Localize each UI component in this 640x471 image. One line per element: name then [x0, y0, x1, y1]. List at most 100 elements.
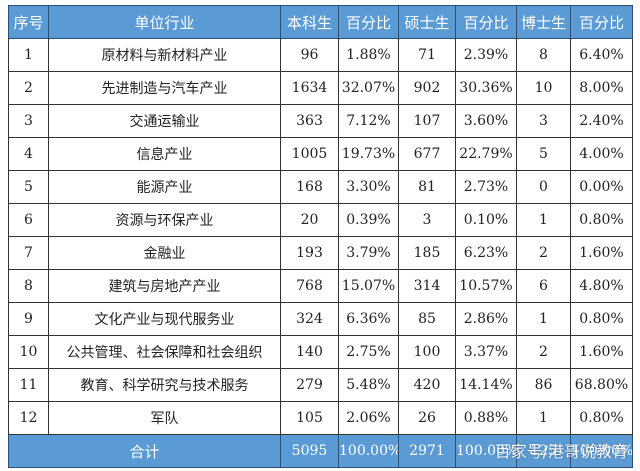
cell-doctor-pct: 2.40% [570, 104, 633, 138]
cell-doctor: 1 [516, 302, 571, 336]
header-no: 序号 [8, 5, 49, 39]
cell-bachelor: 168 [280, 170, 339, 204]
cell-industry: 原材料与新材料产业 [48, 38, 281, 72]
cell-bachelor: 140 [280, 335, 339, 369]
cell-master: 100 [398, 335, 456, 369]
cell-doctor-pct: 0.80% [570, 401, 633, 435]
header-industry: 单位行业 [48, 5, 281, 39]
cell-master-pct: 10.57% [455, 269, 517, 303]
cell-doctor: 8 [516, 38, 571, 72]
header-row: 序号 单位行业 本科生 百分比 硕士生 百分比 博士生 百分比 [8, 5, 633, 39]
cell-bachelor-pct: 7.12% [338, 104, 399, 138]
cell-industry: 教育、科学研究与技术服务 [48, 368, 281, 402]
cell-doctor-pct: 0.80% [570, 203, 633, 237]
cell-master: 314 [398, 269, 456, 303]
cell-master-pct: 3.60% [455, 104, 517, 138]
table-row: 7 金融业 193 3.79% 185 6.23% 2 1.60% [8, 236, 633, 270]
table-row: 1 原材料与新材料产业 96 1.88% 71 2.39% 8 6.40% [8, 38, 633, 72]
cell-doctor-pct: 68.80% [570, 368, 633, 402]
cell-bachelor-pct: 19.73% [338, 137, 399, 171]
cell-doctor: 2 [516, 236, 571, 270]
cell-industry: 能源产业 [48, 170, 281, 204]
cell-bachelor: 324 [280, 302, 339, 336]
cell-bachelor-pct: 3.30% [338, 170, 399, 204]
cell-doctor-pct: 1.60% [570, 335, 633, 369]
cell-no: 3 [8, 104, 49, 138]
table-row: 9 文化产业与现代服务业 324 6.36% 85 2.86% 1 0.80% [8, 302, 633, 336]
cell-bachelor: 105 [280, 401, 339, 435]
cell-bachelor-pct: 32.07% [338, 71, 399, 105]
cell-bachelor: 1005 [280, 137, 339, 171]
table-row: 3 交通运输业 363 7.12% 107 3.60% 3 2.40% [8, 104, 633, 138]
cell-industry: 交通运输业 [48, 104, 281, 138]
cell-no: 6 [8, 203, 49, 237]
cell-no: 4 [8, 137, 49, 171]
cell-bachelor-pct: 5.48% [338, 368, 399, 402]
cell-bachelor-pct: 3.79% [338, 236, 399, 270]
cell-doctor: 0 [516, 170, 571, 204]
cell-no: 5 [8, 170, 49, 204]
cell-industry: 信息产业 [48, 137, 281, 171]
cell-doctor: 2 [516, 335, 571, 369]
total-doctor-pct: 100.00% [570, 434, 633, 468]
header-master: 硕士生 [398, 5, 456, 39]
cell-master-pct: 2.86% [455, 302, 517, 336]
table-row: 8 建筑与房地产产业 768 15.07% 314 10.57% 6 4.80% [8, 269, 633, 303]
header-doctor-pct: 百分比 [570, 5, 633, 39]
cell-doctor: 1 [516, 203, 571, 237]
header-bachelor: 本科生 [280, 5, 339, 39]
cell-bachelor-pct: 0.39% [338, 203, 399, 237]
cell-master-pct: 3.37% [455, 335, 517, 369]
cell-doctor-pct: 0.00% [570, 170, 633, 204]
cell-master: 107 [398, 104, 456, 138]
cell-bachelor: 96 [280, 38, 339, 72]
cell-no: 9 [8, 302, 49, 336]
total-row: 合计 5095 100.00% 2971 100.00% 125 100.00% [8, 434, 633, 468]
cell-bachelor: 20 [280, 203, 339, 237]
cell-doctor: 3 [516, 104, 571, 138]
cell-master-pct: 14.14% [455, 368, 517, 402]
cell-bachelor: 1634 [280, 71, 339, 105]
cell-industry: 文化产业与现代服务业 [48, 302, 281, 336]
cell-no: 7 [8, 236, 49, 270]
table-row: 12 军队 105 2.06% 26 0.88% 1 0.80% [8, 401, 633, 435]
table-row: 5 能源产业 168 3.30% 81 2.73% 0 0.00% [8, 170, 633, 204]
cell-master: 81 [398, 170, 456, 204]
cell-industry: 资源与环保产业 [48, 203, 281, 237]
employment-table-container: 序号 单位行业 本科生 百分比 硕士生 百分比 博士生 百分比 1 原材料与新材… [8, 5, 633, 468]
table-row: 10 公共管理、社会保障和社会组织 140 2.75% 100 3.37% 2 … [8, 335, 633, 369]
employment-by-industry-table: 序号 单位行业 本科生 百分比 硕士生 百分比 博士生 百分比 1 原材料与新材… [8, 5, 633, 468]
total-master-pct: 100.00% [455, 434, 517, 468]
cell-master: 420 [398, 368, 456, 402]
table-row: 11 教育、科学研究与技术服务 279 5.48% 420 14.14% 86 … [8, 368, 633, 402]
cell-master-pct: 22.79% [455, 137, 517, 171]
cell-master-pct: 0.88% [455, 401, 517, 435]
cell-no: 2 [8, 71, 49, 105]
cell-industry: 公共管理、社会保障和社会组织 [48, 335, 281, 369]
cell-doctor: 5 [516, 137, 571, 171]
cell-no: 1 [8, 38, 49, 72]
header-master-pct: 百分比 [455, 5, 517, 39]
cell-master: 85 [398, 302, 456, 336]
cell-doctor-pct: 4.80% [570, 269, 633, 303]
cell-industry: 金融业 [48, 236, 281, 270]
cell-bachelor-pct: 6.36% [338, 302, 399, 336]
total-bachelor-pct: 100.00% [338, 434, 399, 468]
cell-doctor-pct: 6.40% [570, 38, 633, 72]
cell-doctor: 10 [516, 71, 571, 105]
cell-no: 10 [8, 335, 49, 369]
cell-master-pct: 2.73% [455, 170, 517, 204]
cell-doctor: 86 [516, 368, 571, 402]
cell-bachelor-pct: 2.06% [338, 401, 399, 435]
cell-doctor-pct: 1.60% [570, 236, 633, 270]
table-row: 6 资源与环保产业 20 0.39% 3 0.10% 1 0.80% [8, 203, 633, 237]
cell-master: 185 [398, 236, 456, 270]
cell-master-pct: 2.39% [455, 38, 517, 72]
cell-industry: 军队 [48, 401, 281, 435]
cell-doctor-pct: 4.00% [570, 137, 633, 171]
cell-doctor: 1 [516, 401, 571, 435]
cell-master: 71 [398, 38, 456, 72]
cell-industry: 先进制造与汽车产业 [48, 71, 281, 105]
cell-bachelor-pct: 1.88% [338, 38, 399, 72]
cell-master: 677 [398, 137, 456, 171]
